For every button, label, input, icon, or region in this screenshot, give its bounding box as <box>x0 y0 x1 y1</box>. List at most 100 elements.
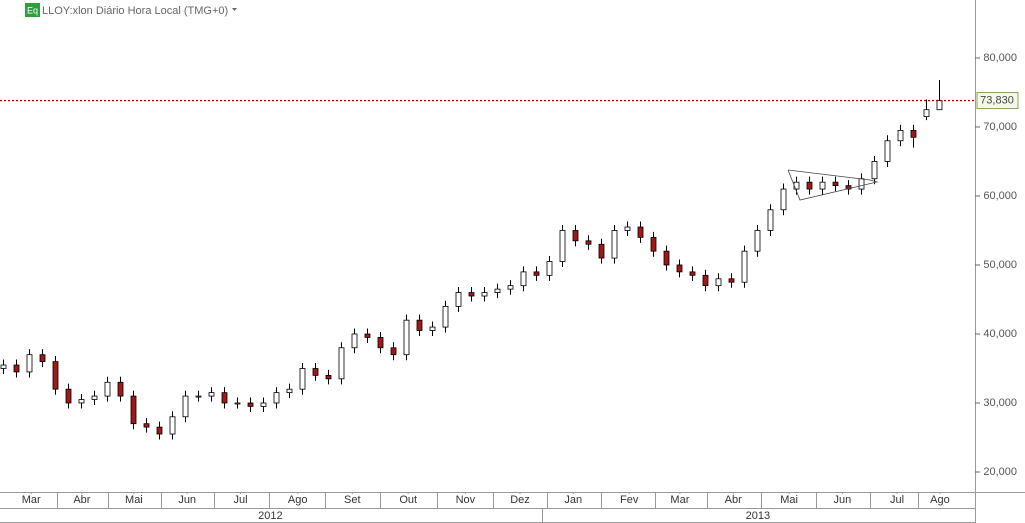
x-tick-label: Jul <box>233 494 247 506</box>
x-tick-label: Nov <box>456 494 476 506</box>
candle-body <box>702 274 709 287</box>
candle-body <box>546 261 553 276</box>
candle-body <box>442 305 449 328</box>
candle-body <box>780 188 787 211</box>
candle-body <box>91 395 98 400</box>
x-tick-label: Dez <box>510 494 530 506</box>
candle-body <box>39 354 46 362</box>
candle-body <box>897 130 904 142</box>
candle-body <box>13 364 20 373</box>
candle-body <box>377 337 384 349</box>
x-tick-label: Fev <box>620 494 639 506</box>
y-tick-label: 20,000 <box>983 466 1017 478</box>
candle-body <box>117 381 124 397</box>
y-tick-label: 80,000 <box>983 52 1017 64</box>
wedge-drawing <box>787 169 879 201</box>
candle-body <box>689 271 696 276</box>
candle-body <box>715 278 722 287</box>
candle-body <box>429 326 436 331</box>
x-tick-label: Abr <box>725 494 742 506</box>
candle-body <box>468 292 475 297</box>
candle-body <box>494 288 501 293</box>
y-tick-label: 50,000 <box>983 259 1017 271</box>
x-tick-label: Ago <box>930 494 950 506</box>
candle-body <box>0 364 7 369</box>
candle-body <box>936 100 943 111</box>
year-label: 2012 <box>258 510 282 522</box>
candle-body <box>403 319 410 356</box>
candle-body <box>338 347 345 380</box>
candle-body <box>182 395 189 418</box>
candle-body <box>52 361 59 390</box>
candle-body <box>923 109 930 118</box>
candle-body <box>416 319 423 331</box>
candle-body <box>78 399 85 404</box>
y-tick-label: 30,000 <box>983 397 1017 409</box>
x-tick-label: Out <box>399 494 417 506</box>
candle-body <box>793 181 800 190</box>
candle-body <box>650 236 657 252</box>
x-tick-label: Mar <box>22 494 41 506</box>
plot-area <box>0 80 943 440</box>
title-dropdown[interactable] <box>232 8 237 11</box>
candle-body <box>273 392 280 404</box>
candle-body <box>728 278 735 283</box>
candle-body <box>364 333 371 338</box>
candle-body <box>143 423 150 428</box>
badge-icon <box>25 3 40 17</box>
candle-body <box>455 292 462 307</box>
x-tick-label: Mai <box>125 494 143 506</box>
candle-body <box>520 271 527 287</box>
candle-body <box>156 426 163 435</box>
candle-body <box>598 243 605 259</box>
last-price-label: 73,830 <box>980 94 1014 106</box>
candle-body <box>533 271 540 276</box>
candle-body <box>585 240 592 245</box>
candle-body <box>325 374 332 380</box>
year-label: 2013 <box>746 510 770 522</box>
last-price-box <box>976 92 1019 110</box>
x-tick-label: Mar <box>670 494 689 506</box>
candle-body <box>260 402 267 407</box>
candle-body <box>910 130 917 138</box>
candle-body <box>312 368 319 376</box>
x-tick-label: Jan <box>564 494 582 506</box>
candle-body <box>130 395 137 425</box>
candle-body <box>819 181 826 190</box>
candle-body <box>871 161 878 180</box>
candle-body <box>221 392 228 404</box>
x-tick-label: Jun <box>834 494 852 506</box>
candle-body <box>286 388 293 394</box>
candle-body <box>858 178 865 190</box>
candle-body <box>741 250 748 283</box>
candle-body <box>663 250 670 266</box>
candle-body <box>507 285 514 290</box>
candle-body <box>754 230 761 252</box>
candle-body <box>208 392 215 397</box>
x-tick-label: Set <box>344 494 361 506</box>
candle-body <box>559 230 566 262</box>
candle-body <box>299 368 306 390</box>
candle-body <box>247 402 254 407</box>
x-tick-label: Mai <box>780 494 798 506</box>
badge-text: Eq <box>27 5 38 15</box>
candle-body <box>572 230 579 242</box>
y-tick-label: 60,000 <box>983 190 1017 202</box>
y-tick-label: 40,000 <box>983 328 1017 340</box>
candle-body <box>806 181 813 190</box>
candle-body <box>169 416 176 435</box>
candle-body <box>637 226 644 238</box>
candle-body <box>676 264 683 273</box>
candle-body <box>611 230 618 259</box>
y-tick-label: 70,000 <box>983 121 1017 133</box>
candle-body <box>884 140 891 162</box>
candle-body <box>390 347 397 356</box>
chart-title: LLOY:xlon Diário Hora Local (TMG+0) <box>42 5 228 17</box>
candle-body <box>104 381 111 397</box>
candle-body <box>65 388 72 404</box>
x-tick-label: Jul <box>890 494 904 506</box>
candle-body <box>832 181 839 187</box>
x-tick-label: Jun <box>178 494 196 506</box>
